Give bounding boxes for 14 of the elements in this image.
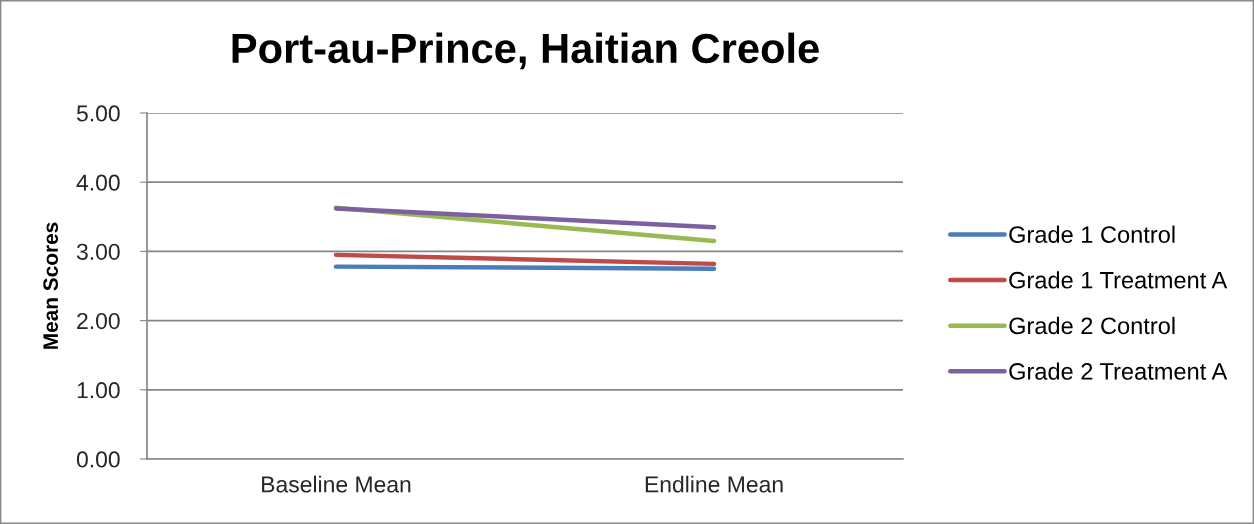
x-tick-label: Baseline Mean bbox=[262, 475, 411, 493]
y-tick-label: 0.00 bbox=[76, 451, 120, 468]
y-tick-label: 5.00 bbox=[76, 105, 120, 122]
legend-label: Grade 2 Treatment A bbox=[1009, 362, 1228, 380]
legend-label: Grade 1 Control bbox=[1009, 225, 1175, 243]
y-tick-label: 2.00 bbox=[77, 312, 120, 330]
x-tick-label: Endline Mean bbox=[645, 475, 783, 493]
y-axis-title: Mean Scores bbox=[43, 222, 59, 349]
y-tick-label: 3.00 bbox=[76, 243, 120, 260]
legend-label: Grade 2 Control bbox=[1009, 316, 1175, 335]
y-tick-label: 4.00 bbox=[76, 174, 120, 191]
chart-title: Port-au-Prince, Haitian Creole bbox=[232, 32, 819, 70]
legend-label: Grade 1 Treatment A bbox=[1009, 271, 1228, 289]
y-tick-label: 1.00 bbox=[77, 382, 120, 399]
